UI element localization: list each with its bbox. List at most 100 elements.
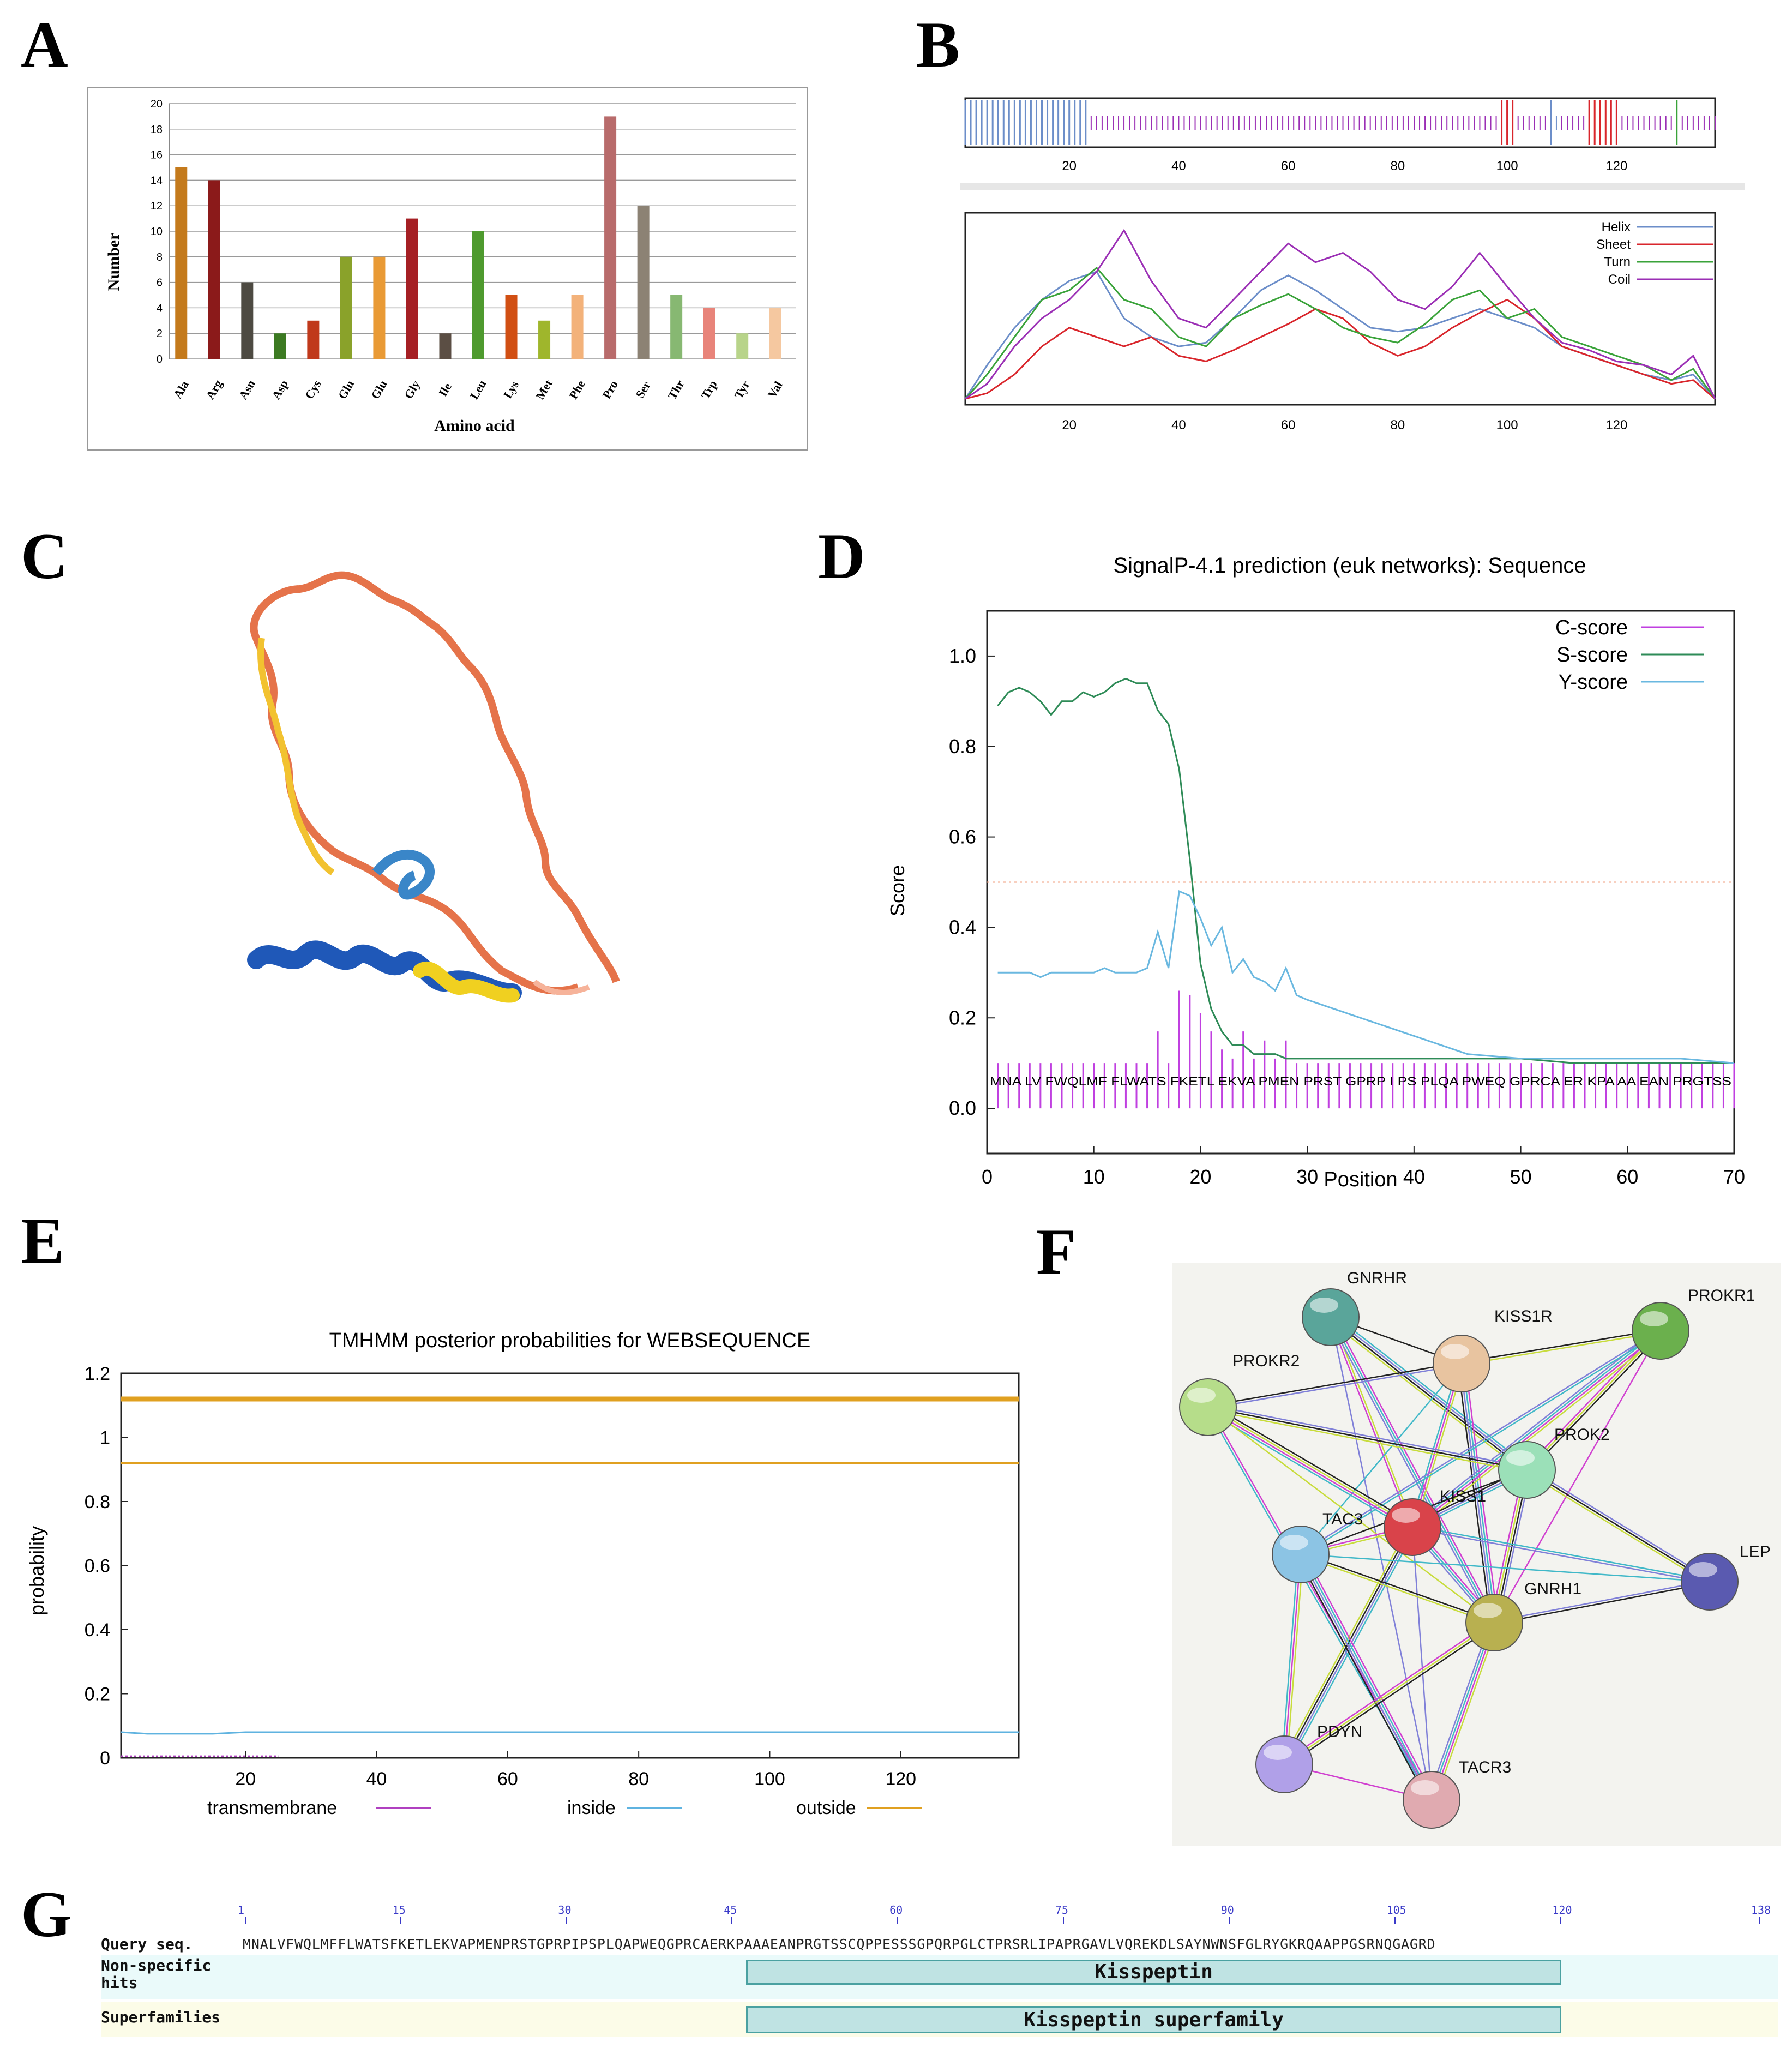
y-tick-label: 12: [151, 200, 163, 212]
edge-gnrh1-pdyn: [1282, 1620, 1494, 1763]
ruler-number: 1: [238, 1903, 245, 1917]
bar-ser: [637, 206, 650, 359]
series-s-score: [997, 677, 1734, 1064]
node-tac3[interactable]: TAC3: [1272, 1510, 1363, 1583]
edge-tac3-lep: [1300, 1553, 1710, 1583]
sequence-label: MNA LV FWQLMF FLWATS FKETL EKVA PMEN PRS…: [990, 1074, 1731, 1088]
y-tick-label: 10: [151, 226, 163, 238]
chart-title: TMHMM posterior probabilities for WEBSEQ…: [329, 1329, 811, 1352]
edge-prok2-lep: [1525, 1471, 1709, 1584]
bar-arg: [208, 180, 220, 359]
node-tacr3[interactable]: TACR3: [1403, 1758, 1511, 1829]
edge-kiss1-lep: [1412, 1527, 1710, 1584]
x-tick-label: 60: [1281, 418, 1296, 433]
bar-lys: [505, 295, 518, 359]
edge-gnrh1-pdyn: [1284, 1621, 1495, 1765]
panel-label-g: G: [21, 1878, 72, 1950]
y-tick-label: 6: [157, 277, 163, 289]
edge-gnrhr-tacr3: [1330, 1317, 1433, 1800]
protein-interaction-network: GNRHR KISS1R PROKR1 PROKR2 PROK2 KISS1 TAC3 LEP…: [1172, 1263, 1781, 1846]
node-sphere: [1179, 1378, 1237, 1436]
edge-tac3-tacr3: [1303, 1552, 1436, 1799]
node-prokr2[interactable]: PROKR2: [1179, 1352, 1300, 1436]
node-prok2[interactable]: PROK2: [1498, 1426, 1610, 1499]
node-label: TAC3: [1322, 1510, 1363, 1528]
node-sphere: [1302, 1288, 1360, 1346]
bar-met: [538, 320, 551, 359]
profile-frame: [964, 212, 1716, 406]
edge-prokr1-prok2: [1524, 1329, 1659, 1469]
x-tick-label: 60: [1616, 1166, 1638, 1188]
y-tick-label: 18: [151, 124, 163, 136]
edge-prokr1-prok2: [1528, 1332, 1663, 1472]
legend-label: Y-score: [1559, 671, 1628, 694]
edge-prokr2-gnrh1: [1207, 1407, 1495, 1623]
node-label: PROKR2: [1232, 1352, 1300, 1370]
ruler-tick: [1394, 1917, 1396, 1924]
hits-label: hits: [101, 1974, 138, 1992]
node-gnrh1[interactable]: GNRH1: [1465, 1580, 1581, 1651]
panel-label-e: E: [21, 1204, 65, 1277]
node-label: PROKR1: [1688, 1287, 1755, 1305]
y-tick-label: 1.2: [85, 1364, 110, 1384]
edge-prokr2-kiss1: [1209, 1403, 1415, 1525]
y-tick-label: 0.2: [949, 1006, 976, 1029]
edge-prokr1-tac3: [1301, 1331, 1662, 1556]
node-prokr1[interactable]: PROKR1: [1632, 1287, 1755, 1360]
edge-gnrh1-tacr3: [1427, 1621, 1492, 1799]
node-highlight: [1392, 1508, 1420, 1523]
node-label: GNRHR: [1347, 1269, 1407, 1287]
legend-label: Turn: [1604, 255, 1631, 269]
node-highlight: [1310, 1298, 1338, 1313]
legend-label: Helix: [1602, 220, 1631, 235]
panel-label-f: F: [1036, 1215, 1077, 1288]
legend-label: C-score: [1555, 616, 1628, 639]
edge-kiss1-tacr3: [1411, 1527, 1433, 1800]
ruler-tick: [1228, 1917, 1230, 1924]
edge-prokr2-kiss1: [1205, 1409, 1411, 1531]
edge-tac3-gnrh1: [1301, 1552, 1495, 1623]
secondary-structure-chart: 20 40 60 80 100 120 20 40 60 80 100 120 Helix Sheet…: [960, 97, 1745, 433]
node-label: GNRH1: [1524, 1580, 1581, 1598]
coil-ribbon-terminal: [533, 979, 590, 995]
bar-gln: [340, 256, 352, 359]
x-tick-label: 30: [1296, 1166, 1318, 1188]
x-tick-label: 80: [1391, 418, 1405, 433]
ruler-number: 120: [1552, 1903, 1572, 1917]
kisspeptin-hit-bar[interactable]: Kisspeptin: [746, 1960, 1561, 1985]
node-label: KISS1: [1440, 1487, 1486, 1505]
ruler-tick: [245, 1917, 246, 1924]
edge-gnrhr-prok2: [1331, 1316, 1529, 1470]
node-sphere: [1384, 1498, 1441, 1556]
y-tick-label: 0.2: [85, 1684, 110, 1705]
edge-tac3-pdyn: [1286, 1554, 1304, 1765]
bar-thr: [670, 295, 683, 359]
node-sphere: [1681, 1553, 1739, 1611]
edge-tac3-gnrh1: [1300, 1554, 1494, 1625]
y-tick-label: 0.6: [85, 1556, 110, 1577]
node-highlight: [1640, 1311, 1668, 1326]
x-tick-label: 20: [1062, 418, 1077, 433]
edge-gnrhr-gnrh1: [1327, 1318, 1493, 1624]
y-tick-label: 0.4: [949, 916, 976, 938]
node-sphere: [1632, 1302, 1689, 1360]
y-tick-label: 1.0: [949, 645, 976, 667]
node-pdyn[interactable]: PDYN: [1255, 1723, 1362, 1793]
edge-gnrh1-tacr3: [1429, 1621, 1494, 1800]
node-kiss1r[interactable]: KISS1R: [1433, 1307, 1553, 1392]
coil-ribbon-orange: [250, 571, 620, 995]
node-sphere: [1255, 1735, 1313, 1793]
x-tick-label: 40: [366, 1769, 387, 1789]
node-label: KISS1R: [1494, 1307, 1553, 1325]
node-lep[interactable]: LEP: [1681, 1543, 1771, 1611]
series-inside: [121, 1731, 1019, 1735]
ruler-number: 15: [392, 1903, 406, 1917]
kisspeptin-superfamily-bar[interactable]: Kisspeptin superfamily: [746, 2006, 1561, 2033]
bar-asp: [274, 333, 286, 359]
node-gnrhr[interactable]: GNRHR: [1302, 1269, 1407, 1346]
series-y-score: [997, 890, 1735, 1064]
node-sphere: [1498, 1441, 1556, 1499]
node-kiss1[interactable]: KISS1: [1384, 1487, 1486, 1556]
ruler-number: 60: [889, 1903, 903, 1917]
track-tick-label: 40: [1171, 159, 1186, 173]
